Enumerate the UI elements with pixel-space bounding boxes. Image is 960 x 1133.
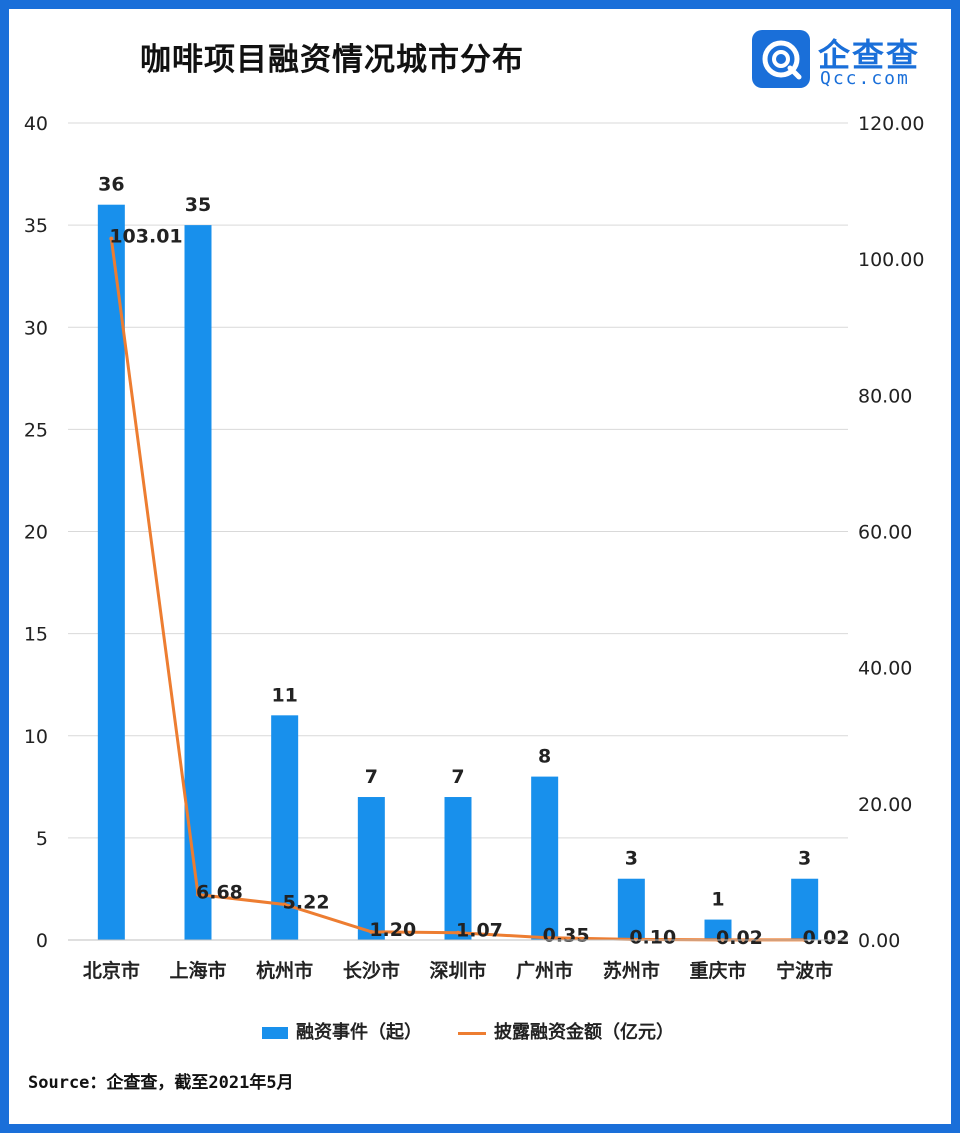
bar-value-label: 7 — [365, 766, 378, 788]
legend-item-line: 披露融资金额（亿元） — [458, 1018, 674, 1044]
bar-value-label: 7 — [451, 766, 464, 788]
source-note: Source：企查查，截至2021年5月 — [28, 1073, 294, 1093]
y-left-tick-label: 5 — [36, 828, 48, 850]
y-right-tick-label: 100.00 — [858, 249, 924, 271]
legend: 融资事件（起） 披露融资金额（亿元） — [0, 1018, 960, 1044]
bar-value-label: 3 — [798, 848, 811, 870]
line-value-label: 0.02 — [803, 927, 850, 949]
line-point — [109, 236, 114, 241]
x-tick-label: 深圳市 — [429, 959, 486, 982]
y-right-tick-label: 40.00 — [858, 658, 912, 680]
legend-label-bar: 融资事件（起） — [296, 1022, 422, 1043]
y-left-tick-label: 25 — [24, 419, 48, 441]
y-left-tick-label: 15 — [24, 624, 48, 646]
bar-value-label: 11 — [271, 684, 297, 706]
legend-swatch-bar — [262, 1027, 288, 1039]
chart-title: 咖啡项目融资情况城市分布 — [140, 42, 524, 78]
x-tick-label: 苏州市 — [603, 959, 660, 982]
line-point — [542, 935, 547, 940]
bar-value-label: 35 — [185, 194, 211, 216]
bar — [704, 919, 732, 940]
line-point — [196, 892, 200, 897]
line-value-label: 0.35 — [543, 925, 590, 947]
x-tick-label: 宁波市 — [776, 959, 833, 982]
bar-series — [97, 204, 819, 940]
x-tick-label: 广州市 — [516, 959, 573, 982]
bar — [97, 204, 125, 940]
legend-item-bar: 融资事件（起） — [262, 1018, 422, 1044]
bar-value-label: 8 — [538, 746, 551, 768]
legend-swatch-line — [458, 1031, 486, 1035]
line-value-label: 1.20 — [369, 919, 416, 941]
x-tick-label: 上海市 — [169, 959, 226, 982]
line-value-label: 6.68 — [196, 882, 243, 904]
qcc-logo: 企查查 Qcc.com — [752, 30, 922, 90]
x-tick-label: 重庆市 — [689, 959, 746, 982]
bar-value-label: 1 — [711, 889, 724, 911]
bar — [617, 878, 645, 940]
y-left-tick-label: 0 — [36, 930, 48, 952]
y-right-tick-label: 20.00 — [858, 794, 912, 816]
line-value-label: 0.02 — [716, 927, 763, 949]
bar — [791, 878, 819, 940]
line-value-label: 103.01 — [109, 226, 182, 248]
y-left-tick-label: 30 — [24, 317, 48, 339]
y-left-tick-label: 20 — [24, 522, 48, 544]
logo-chinese-text: 企查查 — [818, 36, 921, 74]
legend-label-line: 披露融资金额（亿元） — [494, 1022, 674, 1043]
line-point — [456, 930, 460, 935]
line-value-label: 1.07 — [456, 920, 503, 942]
y-right-tick-label: 60.00 — [858, 522, 912, 544]
y-left-tick-label: 10 — [24, 726, 48, 748]
x-tick-label: 长沙市 — [343, 959, 400, 982]
logo-english-text: Qcc.com — [820, 68, 910, 89]
bar-value-label: 36 — [98, 174, 124, 196]
qcc-logo-icon — [752, 30, 810, 88]
x-tick-label: 杭州市 — [256, 959, 313, 982]
bar-value-label: 3 — [625, 848, 638, 870]
line-value-label: 0.10 — [629, 926, 676, 948]
axes: 0 5 10 15 20 25 30 35 40 0.00 20.00 40.00 60.00 80.00… — [24, 113, 925, 982]
y-right-tick-label: 0.00 — [858, 930, 900, 952]
y-left-tick-label: 40 — [24, 113, 48, 135]
y-left-tick-label: 35 — [24, 215, 48, 237]
bar — [531, 776, 559, 940]
bar — [444, 797, 472, 940]
line-point — [369, 929, 374, 934]
y-right-tick-label: 80.00 — [858, 385, 912, 407]
y-right-tick-label: 120.00 — [858, 113, 924, 135]
line-point — [282, 902, 287, 907]
x-tick-label: 北京市 — [83, 959, 140, 982]
data-labels: 36 35 11 7 7 8 3 1 3 103.01 6.68 5.22 1.20 1.07 0.35 0.… — [98, 174, 849, 949]
line-value-label: 5.22 — [283, 891, 330, 913]
bar — [357, 797, 385, 940]
